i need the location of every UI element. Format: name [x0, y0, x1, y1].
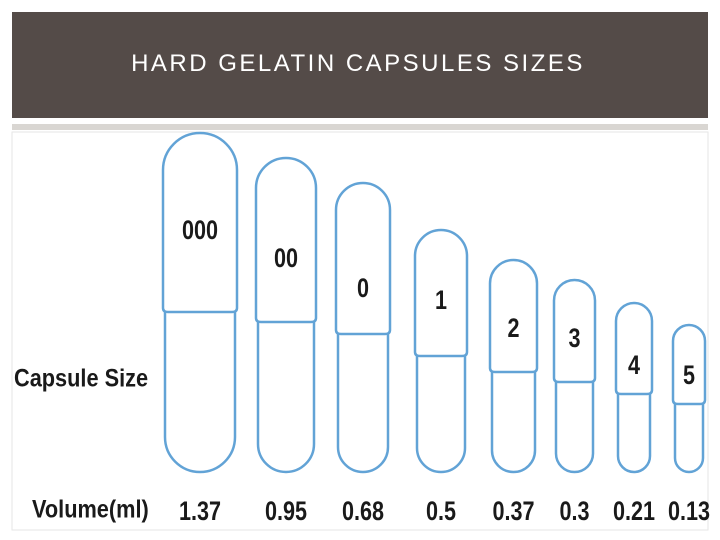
capsule-volume: 0.37: [492, 497, 534, 527]
header-band: [12, 12, 708, 118]
capsule-cap: [254, 156, 318, 324]
capsule-body: [490, 362, 537, 474]
divider: [12, 124, 708, 130]
capsule-volume: 0.13: [668, 497, 710, 527]
slide-title: HARD GELATIN CAPSULES SIZES: [131, 50, 585, 77]
capsule-size: 3: [568, 324, 580, 354]
capsule-body: [616, 384, 652, 474]
capsule-size: 4: [628, 351, 640, 381]
capsule-cap: [413, 228, 469, 358]
capsule-body: [673, 394, 705, 474]
capsule-volume: 0.95: [265, 497, 307, 527]
capsule-volume: 0.68: [342, 497, 384, 527]
capsule-volume: 0.5: [426, 497, 456, 527]
capsule-volume: 0.3: [559, 497, 589, 527]
capsule-cap: [334, 181, 392, 336]
capsule-size: 1: [435, 286, 447, 316]
capsule-cap: [671, 323, 707, 406]
capsule-body: [554, 372, 595, 474]
row-label: Capsule Size: [14, 364, 148, 392]
capsule-cap: [488, 258, 539, 374]
capsule-volume: 1.37: [179, 497, 221, 527]
capsule-size: 0: [357, 274, 369, 304]
capsule-cap: [161, 131, 239, 314]
capsule-size: 5: [683, 361, 695, 391]
capsule-cap: [552, 278, 597, 384]
capsule-size: 000: [182, 216, 218, 246]
capsule-body: [415, 346, 467, 474]
capsule-volume: 0.21: [613, 497, 655, 527]
capsule-figure: Capsule Size Volume(ml) 000 1.37 00 0.95 0 0.…: [14, 131, 710, 527]
capsule-body: [256, 312, 316, 474]
row-label: Volume(ml): [32, 495, 149, 523]
capsule-size: 00: [274, 244, 298, 274]
capsule-size: 2: [507, 314, 519, 344]
capsule-body: [336, 324, 390, 474]
capsule-cap: [614, 301, 654, 396]
capsule-body: [163, 302, 237, 474]
